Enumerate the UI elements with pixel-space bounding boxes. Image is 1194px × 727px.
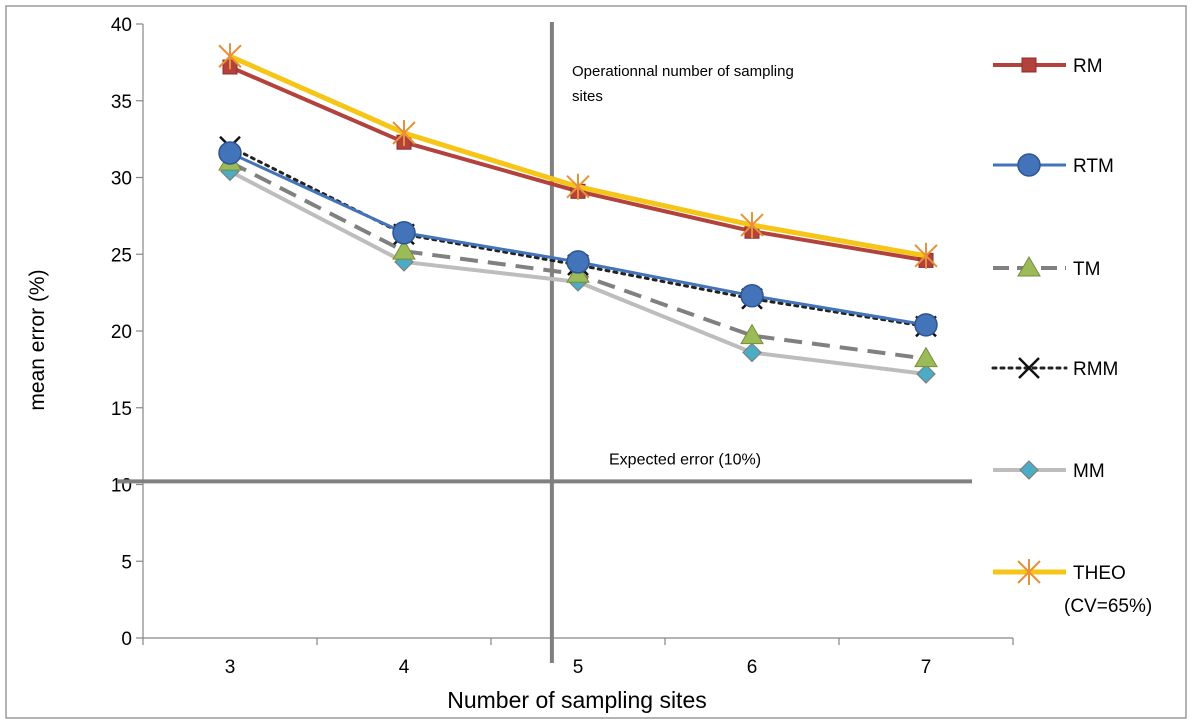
marker-diamond xyxy=(916,364,936,384)
legend-swatch-marker xyxy=(1021,57,1037,73)
data-point-theo xyxy=(914,242,938,269)
legend-item-mm: MM xyxy=(993,460,1105,482)
y-tick-label: 20 xyxy=(111,322,132,343)
y-tick-label: 10 xyxy=(111,476,132,497)
legend-label: RTM xyxy=(1073,156,1114,177)
data-point-rtm xyxy=(914,313,938,337)
marker-circle xyxy=(218,141,242,165)
legend-item-rm: RM xyxy=(993,56,1103,77)
data-point-theo xyxy=(392,119,416,146)
legend-swatch-marker xyxy=(1017,559,1041,585)
legend-swatch-marker xyxy=(1017,256,1041,277)
data-point-rtm xyxy=(566,250,590,274)
marker-diamond xyxy=(1019,460,1039,480)
data-point-tm xyxy=(914,346,938,368)
marker-square xyxy=(1021,57,1037,73)
data-point-tm xyxy=(392,239,416,260)
series-rtm xyxy=(218,141,938,337)
y-tick-label: 5 xyxy=(121,552,132,573)
data-point-rtm xyxy=(740,283,764,308)
data-point-mm xyxy=(916,364,936,384)
x-tick-label: 3 xyxy=(225,657,236,678)
data-point-rtm xyxy=(392,221,416,245)
expected-error-label: Expected error (10%) xyxy=(609,451,761,468)
x-tick-label: 6 xyxy=(747,657,758,678)
series-theo xyxy=(218,43,938,269)
y-tick-label: 40 xyxy=(111,15,132,36)
legend-item-tm: TM xyxy=(993,256,1100,280)
x-tick-label: 4 xyxy=(399,657,410,678)
marker-circle xyxy=(914,313,938,337)
x-axis-title: Number of sampling sites xyxy=(447,687,707,713)
y-tick-label: 35 xyxy=(111,92,132,113)
legend-label: THEO (CV=65%) xyxy=(1064,563,1152,617)
legend-label: TM xyxy=(1073,259,1100,280)
legend-label: RM xyxy=(1073,56,1103,77)
y-axis-title: mean error (%) xyxy=(26,269,49,410)
legend-swatch-marker xyxy=(1017,153,1041,177)
legend-label: MM xyxy=(1073,461,1105,482)
data-point-rtm xyxy=(218,141,242,165)
marker-circle xyxy=(566,250,590,274)
chart-border xyxy=(5,5,1187,719)
data-point-theo xyxy=(218,43,242,70)
data-point-mm xyxy=(742,342,762,363)
marker-x-stroke xyxy=(1018,357,1040,379)
marker-triangle xyxy=(740,323,764,345)
y-tick-label: 25 xyxy=(111,245,132,266)
legend-item-rtm: RTM xyxy=(993,153,1114,177)
x-tick-label: 5 xyxy=(573,657,584,678)
data-point-tm xyxy=(740,323,764,345)
marker-triangle xyxy=(1017,256,1041,277)
marker-circle xyxy=(1017,153,1041,177)
y-tick-label: 0 xyxy=(121,629,132,650)
marker-triangle xyxy=(392,239,416,260)
legend-swatch-marker xyxy=(1018,357,1040,379)
marker-circle xyxy=(740,283,764,308)
marker-circle xyxy=(392,221,416,245)
legend-label: RMM xyxy=(1073,359,1118,380)
legend-item-theo: THEO (CV=65%) xyxy=(993,559,1152,617)
y-tick-label: 15 xyxy=(111,399,132,420)
marker-triangle xyxy=(914,346,938,368)
operational-sites-label: Operationnal number of sampling sites xyxy=(572,63,794,105)
data-point-theo xyxy=(566,173,590,200)
data-point-theo xyxy=(740,212,764,239)
y-tick-label: 30 xyxy=(111,169,132,190)
marker-diamond xyxy=(742,342,762,363)
legend-swatch-marker xyxy=(1019,460,1039,480)
x-tick-label: 7 xyxy=(921,657,932,678)
legend-item-rmm: RMM xyxy=(991,357,1118,380)
